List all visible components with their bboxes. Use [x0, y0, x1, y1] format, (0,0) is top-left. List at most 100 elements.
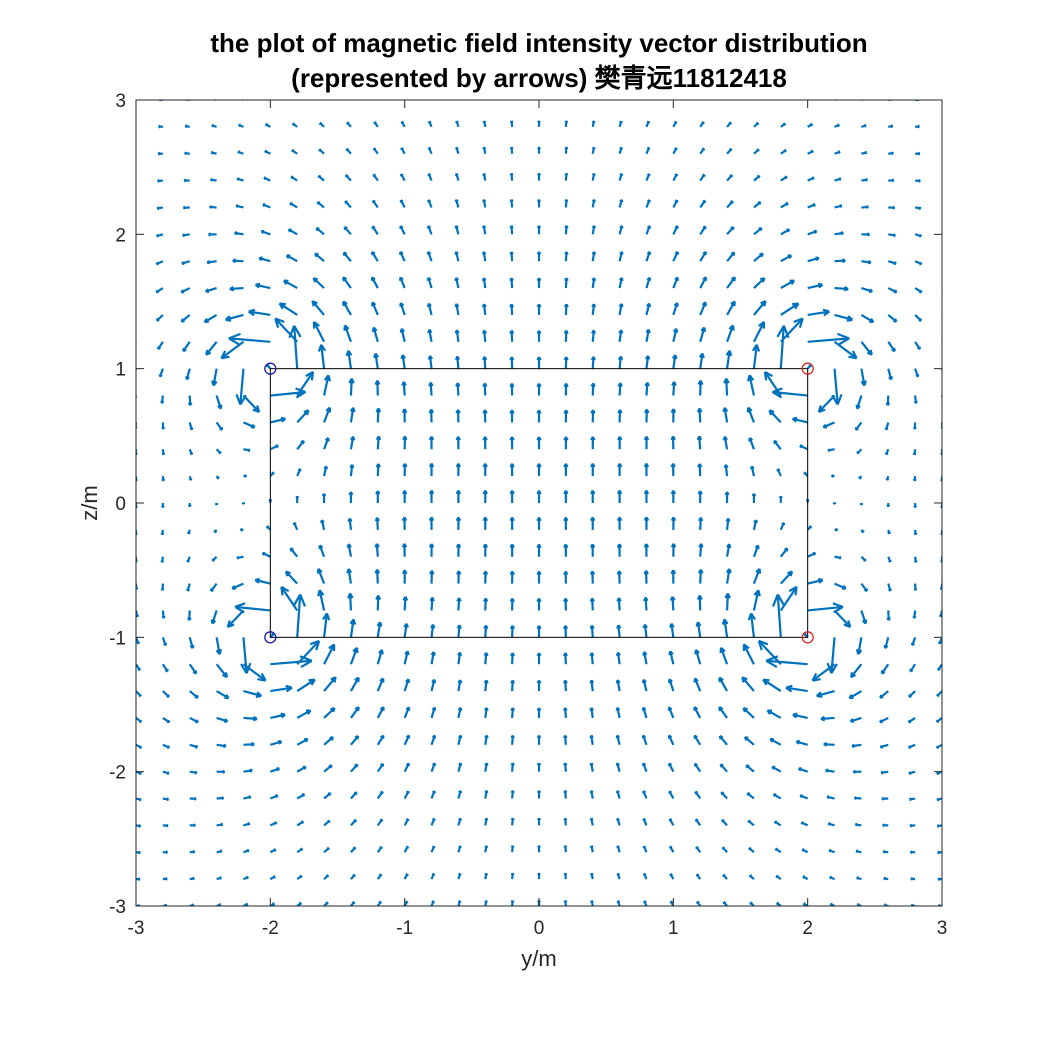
- field-arrow: [483, 597, 489, 611]
- field-arrow: [672, 328, 679, 343]
- field-arrow: [318, 121, 325, 128]
- field-arrow: [697, 569, 704, 584]
- field-arrow: [312, 321, 326, 343]
- field-arrow: [349, 407, 356, 423]
- field-arrow: [428, 516, 435, 530]
- field-arrow: [780, 302, 800, 316]
- field-arrow: [343, 324, 352, 343]
- field-arrow: [160, 529, 165, 536]
- field-arrow: [215, 421, 224, 431]
- field-arrow: [693, 734, 702, 746]
- field-arrow: [742, 706, 755, 719]
- field-arrow: [482, 463, 488, 477]
- field-arrow: [454, 225, 460, 235]
- field-arrow: [136, 663, 141, 672]
- field-arrow: [880, 663, 890, 675]
- field-arrow: [402, 463, 408, 477]
- field-arrow: [285, 254, 298, 263]
- field-arrow: [643, 570, 649, 584]
- field-arrow: [668, 762, 675, 773]
- field-arrow: [182, 341, 191, 353]
- field-arrow: [643, 543, 650, 557]
- field-arrow: [537, 872, 541, 880]
- field-arrow: [372, 147, 379, 155]
- field-arrow: [791, 416, 808, 424]
- field-arrow: [189, 743, 199, 749]
- field-arrow: [510, 762, 515, 772]
- field-arrow: [861, 150, 868, 155]
- field-arrow: [885, 475, 890, 481]
- field-arrow: [828, 849, 835, 854]
- field-arrow: [563, 734, 568, 745]
- field-arrow: [311, 300, 325, 316]
- field-arrow: [290, 175, 298, 182]
- field-arrow: [718, 676, 729, 692]
- field-arrow: [187, 529, 191, 535]
- field-arrow: [776, 468, 782, 477]
- field-arrow: [694, 649, 702, 665]
- field-arrow: [321, 493, 327, 503]
- field-arrow: [430, 845, 436, 853]
- field-arrow: [799, 444, 809, 451]
- field-arrow: [456, 597, 462, 611]
- field-arrow: [757, 639, 782, 665]
- field-arrow: [641, 706, 648, 719]
- field-arrow: [235, 368, 247, 406]
- field-arrow: [323, 406, 332, 423]
- field-arrow: [726, 174, 734, 182]
- field-arrow: [510, 817, 515, 826]
- field-arrow: [317, 174, 325, 182]
- field-arrow: [182, 233, 190, 238]
- field-arrow: [936, 690, 942, 698]
- field-arrow: [672, 225, 679, 235]
- field-arrow: [913, 529, 918, 536]
- field-arrow: [563, 845, 568, 853]
- field-arrow: [350, 706, 360, 719]
- field-arrow: [563, 463, 569, 477]
- field-arrow: [698, 517, 704, 530]
- field-arrow: [482, 382, 488, 396]
- field-arrow: [792, 712, 808, 720]
- field-arrow: [826, 637, 838, 674]
- field-arrow: [204, 287, 217, 294]
- field-arrow: [644, 355, 651, 369]
- field-arrow: [643, 516, 650, 530]
- field-arrow: [160, 583, 165, 591]
- field-arrow: [484, 762, 489, 772]
- field-arrow: [645, 146, 651, 155]
- field-arrow: [888, 151, 894, 156]
- field-arrow: [887, 341, 896, 353]
- field-arrow: [482, 516, 488, 530]
- field-arrow: [616, 516, 623, 530]
- field-arrow: [563, 543, 569, 557]
- field-arrow: [670, 516, 677, 530]
- field-arrow: [482, 225, 487, 235]
- field-arrow: [855, 637, 863, 655]
- field-arrow: [616, 624, 622, 638]
- field-arrow: [455, 409, 461, 423]
- field-arrow: [536, 330, 542, 342]
- field-arrow: [316, 201, 325, 209]
- field-arrow: [376, 845, 383, 853]
- field-arrow: [376, 706, 385, 719]
- wire-marker: [264, 362, 277, 375]
- field-arrow: [509, 251, 514, 262]
- field-arrow: [376, 677, 385, 692]
- field-arrow: [718, 706, 728, 719]
- field-arrow: [861, 260, 872, 265]
- field-arrow: [403, 818, 410, 826]
- field-arrow: [589, 790, 594, 799]
- title-line-1: the plot of magnetic field intensity vec…: [210, 28, 867, 58]
- field-arrow: [454, 277, 460, 289]
- field-arrow: [430, 872, 436, 880]
- field-arrow: [884, 422, 890, 431]
- field-arrow: [206, 260, 217, 265]
- field-arrow: [726, 276, 736, 289]
- field-arrow: [860, 368, 867, 387]
- field-arrow: [807, 282, 824, 290]
- field-arrow: [482, 436, 488, 450]
- field-arrow: [698, 352, 705, 369]
- field-arrow: [849, 716, 862, 723]
- field-arrow: [455, 120, 460, 128]
- field-arrow: [882, 823, 889, 828]
